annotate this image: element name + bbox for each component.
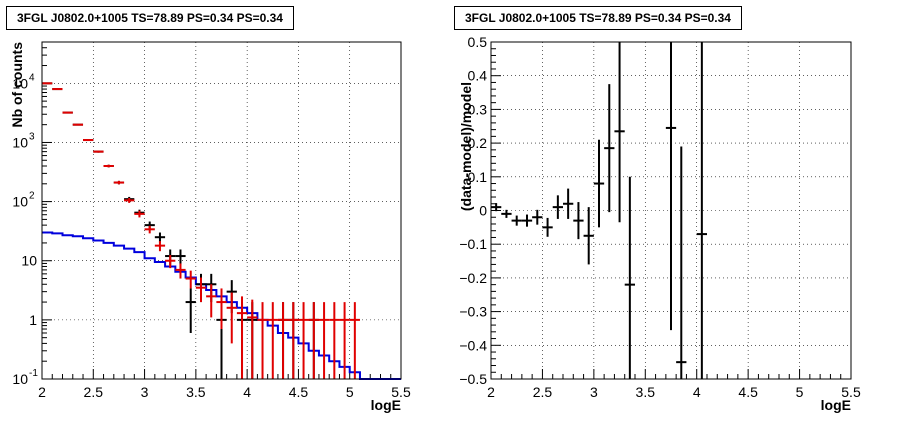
y-tick-label: 10 [12,194,28,210]
y-tick-label: −0.3 [459,304,487,320]
x-tick-label: 3 [141,384,149,400]
x-tick-label: 2.5 [84,384,104,400]
x-tick-label: 2 [487,384,495,400]
x-tick-label: 5.5 [841,384,861,400]
x-tick-label: 4 [693,384,701,400]
y-tick-label: 10 [12,134,28,150]
y-tick-label: −0.5 [459,371,487,387]
right-plot-residuals: 2 2.5 3 3.5 4 4.5 5 5.5 −0.5 −0.4 −0.3 −0.2 −0.1 0 0.1… [458,34,861,413]
left-plot-title: 3FGL J0802.0+1005 TS=78.89 PS=0.34 PS=0.… [6,6,294,30]
y-tick-label-exponent: 4 [29,72,35,83]
x-tick-label: 3.5 [186,384,206,400]
x-axis-label: logE [821,397,851,413]
right-plot-title: 3FGL J0802.0+1005 TS=78.89 PS=0.34 PS=0.… [454,6,742,30]
x-tick-label: 4.5 [738,384,758,400]
y-tick-label: 1 [29,312,37,328]
x-tick-label: 5.5 [391,384,411,400]
y-tick-label: −0.4 [459,337,487,353]
y-axis-label: Nb of counts [9,42,25,128]
y-tick-label: −0.2 [459,270,487,286]
y-tick-label-exponent: 3 [29,131,35,142]
x-tick-label: 4 [243,384,251,400]
y-tick-label: 10 [21,253,37,269]
x-tick-label: 2.5 [533,384,553,400]
y-tick-label: 0.3 [468,101,488,117]
x-tick-label: 4.5 [289,384,309,400]
x-tick-label: 2 [38,384,46,400]
plot-frame [490,41,852,380]
x-tick-label: 5 [796,384,804,400]
y-tick-label: 0.1 [468,169,488,185]
y-tick-label: 0.2 [468,135,488,151]
y-tick-label: 0.5 [468,34,488,50]
y-tick-label: 10 [12,75,28,91]
y-tick-label-exponent: -1 [29,368,38,379]
y-tick-label: 10 [12,371,28,387]
x-axis-label: logE [371,397,401,413]
y-tick-label: 0.4 [468,68,488,84]
y-axis-label: (data-model)/model [458,82,474,211]
y-tick-label: 0 [479,203,487,219]
x-tick-label: 5 [346,384,354,400]
plot-frame [41,41,402,380]
y-tick-label: −0.1 [459,236,487,252]
x-tick-label: 3.5 [636,384,656,400]
model-step-line [42,231,401,380]
x-tick-label: 3 [590,384,598,400]
y-tick-label-exponent: 2 [29,191,35,202]
